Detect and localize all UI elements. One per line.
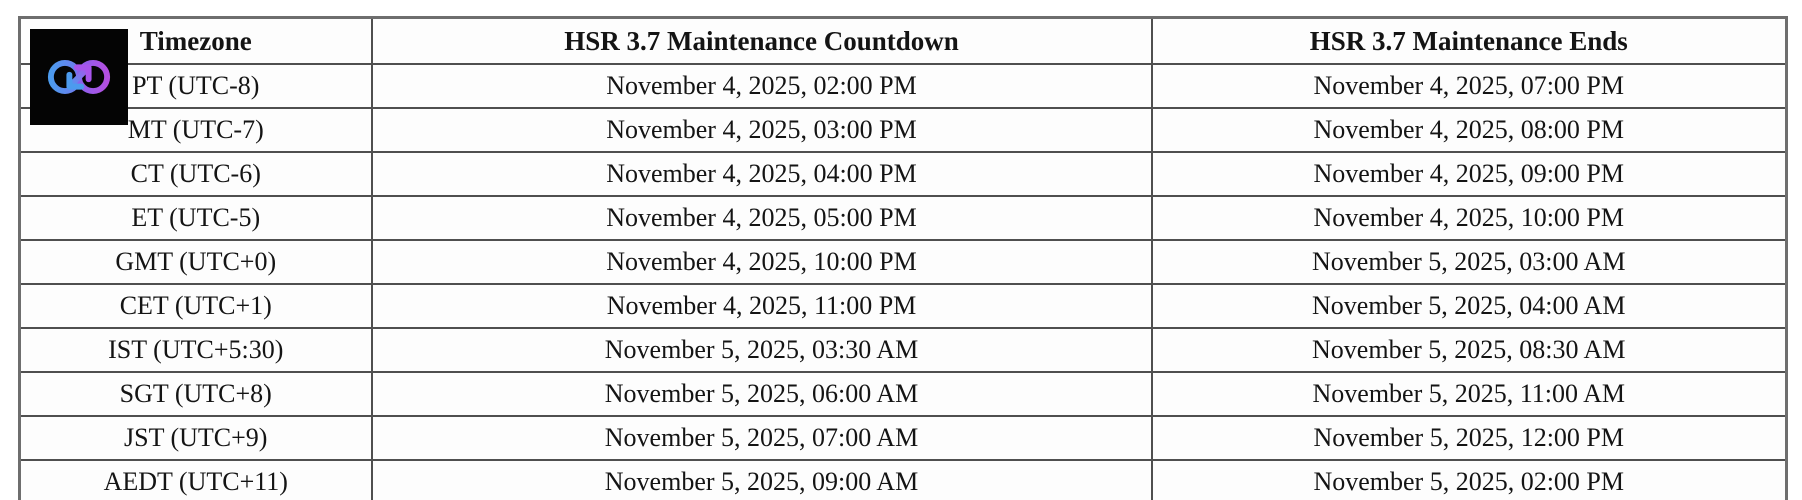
table-row: SGT (UTC+8) November 5, 2025, 06:00 AM N…	[18, 371, 1788, 417]
column-header-ends: HSR 3.7 Maintenance Ends	[1150, 16, 1788, 65]
countdown-cell: November 4, 2025, 03:00 PM	[370, 107, 1153, 153]
ends-cell: November 5, 2025, 03:00 AM	[1150, 239, 1788, 285]
table-row: PT (UTC-8) November 4, 2025, 02:00 PM No…	[18, 63, 1788, 109]
timezone-cell: SGT (UTC+8)	[18, 371, 373, 417]
timezone-maintenance-table: Timezone HSR 3.7 Maintenance Countdown H…	[18, 16, 1788, 500]
countdown-cell: November 5, 2025, 09:00 AM	[370, 459, 1153, 500]
table-row: CT (UTC-6) November 4, 2025, 04:00 PM No…	[18, 151, 1788, 197]
table-row: JST (UTC+9) November 5, 2025, 07:00 AM N…	[18, 415, 1788, 461]
timezone-cell: AEDT (UTC+11)	[18, 459, 373, 500]
table-row: GMT (UTC+0) November 4, 2025, 10:00 PM N…	[18, 239, 1788, 285]
timezone-cell: CET (UTC+1)	[18, 283, 373, 329]
ends-cell: November 5, 2025, 04:00 AM	[1150, 283, 1788, 329]
ends-cell: November 4, 2025, 10:00 PM	[1150, 195, 1788, 241]
timezone-cell: GMT (UTC+0)	[18, 239, 373, 285]
table-row: CET (UTC+1) November 4, 2025, 11:00 PM N…	[18, 283, 1788, 329]
column-header-countdown: HSR 3.7 Maintenance Countdown	[370, 16, 1153, 65]
countdown-cell: November 4, 2025, 05:00 PM	[370, 195, 1153, 241]
table-row: IST (UTC+5:30) November 5, 2025, 03:30 A…	[18, 327, 1788, 373]
timezone-cell: CT (UTC-6)	[18, 151, 373, 197]
ends-cell: November 4, 2025, 07:00 PM	[1150, 63, 1788, 109]
brand-logo	[30, 29, 128, 125]
timezone-cell: JST (UTC+9)	[18, 415, 373, 461]
timezone-cell: IST (UTC+5:30)	[18, 327, 373, 373]
ends-cell: November 5, 2025, 11:00 AM	[1150, 371, 1788, 417]
ends-cell: November 5, 2025, 12:00 PM	[1150, 415, 1788, 461]
countdown-cell: November 4, 2025, 11:00 PM	[370, 283, 1153, 329]
table-row: ET (UTC-5) November 4, 2025, 05:00 PM No…	[18, 195, 1788, 241]
table-row: AEDT (UTC+11) November 5, 2025, 09:00 AM…	[18, 459, 1788, 500]
countdown-cell: November 4, 2025, 10:00 PM	[370, 239, 1153, 285]
sync-infinity-icon	[47, 59, 111, 95]
countdown-cell: November 5, 2025, 03:30 AM	[370, 327, 1153, 373]
ends-cell: November 5, 2025, 08:30 AM	[1150, 327, 1788, 373]
header-row: Timezone HSR 3.7 Maintenance Countdown H…	[18, 16, 1788, 65]
timezone-cell: ET (UTC-5)	[18, 195, 373, 241]
countdown-cell: November 5, 2025, 07:00 AM	[370, 415, 1153, 461]
table-row: MT (UTC-7) November 4, 2025, 03:00 PM No…	[18, 107, 1788, 153]
countdown-cell: November 4, 2025, 02:00 PM	[370, 63, 1153, 109]
ends-cell: November 4, 2025, 09:00 PM	[1150, 151, 1788, 197]
countdown-cell: November 4, 2025, 04:00 PM	[370, 151, 1153, 197]
countdown-cell: November 5, 2025, 06:00 AM	[370, 371, 1153, 417]
ends-cell: November 5, 2025, 02:00 PM	[1150, 459, 1788, 500]
ends-cell: November 4, 2025, 08:00 PM	[1150, 107, 1788, 153]
